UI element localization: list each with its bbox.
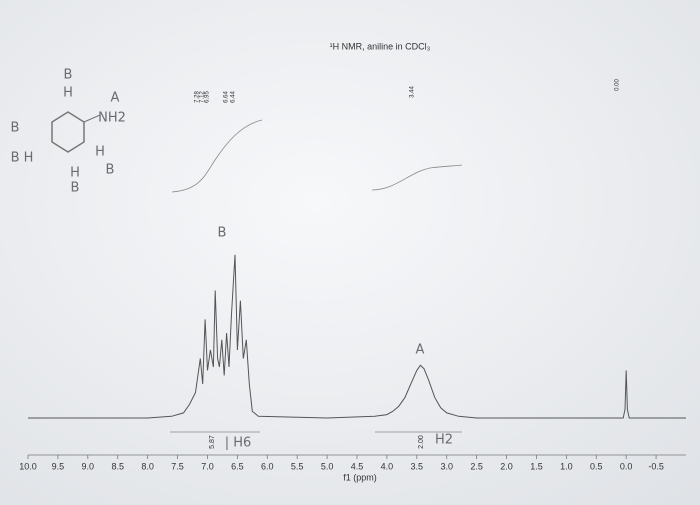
chart-title: ¹H NMR, aniline in CDCl₃ — [330, 41, 431, 51]
x-tick-label: 8.0 — [141, 461, 154, 471]
handwritten-annotation: H — [70, 166, 80, 181]
x-tick-label: 6.0 — [261, 461, 274, 471]
handwritten-annotation: A — [111, 91, 120, 106]
peak-label: 6.64 — [224, 91, 230, 103]
x-tick-label: 4.5 — [351, 461, 364, 471]
integral-curve — [171, 119, 263, 193]
x-tick-label: 3.0 — [440, 461, 453, 471]
x-tick-label: 0.5 — [590, 461, 603, 471]
handwritten-annotation: | H6 — [225, 436, 252, 451]
handwritten-annotation: B — [218, 226, 227, 241]
spectrum-line — [28, 254, 686, 419]
peak-label: 3.44 — [410, 86, 416, 98]
x-tick-label: 7.0 — [201, 461, 214, 471]
integral-curve — [371, 164, 463, 191]
x-tick-label: 9.5 — [52, 461, 65, 471]
x-tick-label: 2.5 — [470, 461, 483, 471]
x-tick-label: 10.0 — [19, 461, 37, 471]
x-tick-label: 5.5 — [291, 461, 304, 471]
peak-label: 6.44 — [231, 91, 237, 103]
handwritten-annotation: B H — [11, 151, 34, 166]
x-tick-label: 3.5 — [411, 461, 424, 471]
structure-bond — [83, 114, 101, 123]
x-tick-label: 0.0 — [620, 461, 633, 471]
handwritten-annotation: NH2 — [98, 111, 126, 126]
handwritten-annotation: H2 — [435, 433, 453, 448]
integral-label: 2.00 — [418, 435, 425, 449]
handwritten-annotation: B — [71, 181, 80, 196]
handwritten-annotation: B — [106, 163, 115, 178]
peak-label: 7.28 — [195, 91, 201, 103]
x-tick-label: 6.5 — [231, 461, 244, 471]
peak-label: 0.00 — [615, 79, 621, 91]
x-tick-label: 5.0 — [321, 461, 334, 471]
handwritten-annotation: H — [63, 86, 73, 101]
x-tick-label: 1.5 — [530, 461, 543, 471]
x-tick-label: 8.5 — [111, 461, 124, 471]
x-tick-label: 4.0 — [381, 461, 394, 471]
x-tick-label: 7.5 — [171, 461, 184, 471]
x-tick-label: -0.5 — [648, 461, 664, 471]
x-tick-label: 9.0 — [82, 461, 95, 471]
x-axis-label: f1 (ppm) — [343, 472, 377, 482]
x-tick-label: 2.0 — [500, 461, 513, 471]
handwritten-annotation: H — [95, 145, 105, 160]
handwritten-annotation: B — [64, 68, 73, 83]
peak-label: 6.95 — [205, 91, 211, 103]
handwritten-annotation: A — [416, 343, 425, 358]
integral-label: 5.87 — [209, 435, 216, 449]
peak-label: 7.12 — [200, 91, 206, 103]
x-tick-label: 1.0 — [560, 461, 573, 471]
handwritten-annotation: B — [11, 121, 20, 136]
